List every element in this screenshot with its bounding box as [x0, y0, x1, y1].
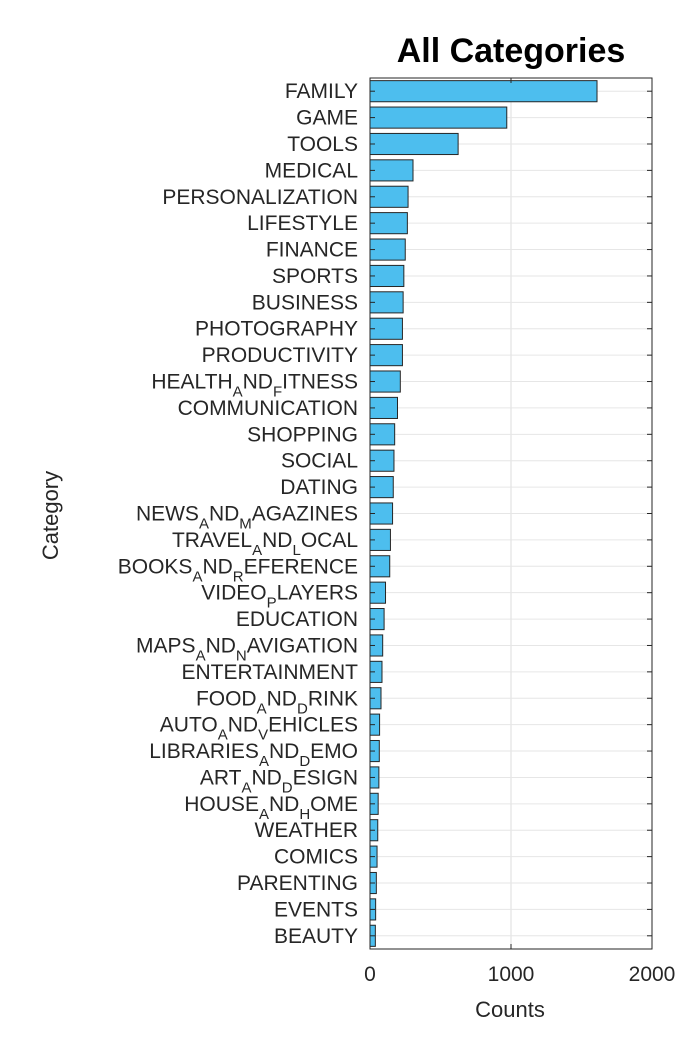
grid-lines — [369, 78, 653, 949]
category-label: BOOKSANDREFERENCE — [118, 555, 358, 585]
category-label: EVENTS — [274, 898, 358, 921]
category-label: BUSINESS — [252, 291, 358, 314]
category-label: VIDEOPLAYERS — [201, 582, 358, 612]
category-label: TRAVELANDLOCAL — [172, 529, 358, 559]
category-label: PHOTOGRAPHY — [195, 318, 358, 341]
bar — [369, 264, 405, 288]
x-tick-label: 0 — [364, 963, 376, 986]
category-label: PRODUCTIVITY — [202, 344, 358, 367]
x-tick-labels: 0 1000 2000 — [364, 963, 675, 986]
category-label: GAME — [296, 107, 358, 130]
category-label: PERSONALIZATION — [162, 186, 358, 209]
category-label: BEAUTY — [274, 925, 358, 948]
category-label: TOOLS — [287, 133, 358, 156]
category-label: LIFESTYLE — [247, 212, 358, 235]
x-tick-label: 1000 — [488, 963, 535, 986]
category-label: WEATHER — [255, 819, 358, 842]
category-labels: FAMILY GAME TOOLS MEDICAL PERSONALIZATION LIF… — [118, 80, 358, 948]
category-label: SPORTS — [272, 265, 358, 288]
bar — [369, 159, 414, 182]
y-axis-title: Category — [38, 471, 63, 560]
axis-ticks — [369, 78, 653, 949]
category-label: HOUSEANDHOME — [184, 793, 358, 823]
bar — [369, 238, 406, 261]
bar — [369, 212, 408, 235]
category-label: MEDICAL — [265, 159, 358, 182]
x-axis-title: Counts — [475, 997, 545, 1022]
category-label: COMICS — [274, 846, 358, 869]
bar — [369, 80, 598, 103]
category-label: NEWSANDMAGAZINES — [136, 503, 358, 533]
category-label: AUTOANDVEHICLES — [160, 714, 358, 744]
category-label: MAPSANDNAVIGATION — [136, 634, 358, 664]
category-label: ENTERTAINMENT — [181, 661, 358, 684]
x-tick-label: 2000 — [629, 963, 676, 986]
category-label: SHOPPING — [247, 423, 358, 446]
category-label: FOODANDDRINK — [196, 687, 358, 717]
category-label: ARTANDDESIGN — [200, 766, 358, 796]
category-label: COMMUNICATION — [178, 397, 358, 420]
bar — [369, 132, 459, 156]
category-label: DATING — [280, 476, 358, 499]
category-label: LIBRARIESANDDEMO — [149, 740, 358, 770]
category-label: SOCIAL — [281, 450, 358, 473]
bar — [369, 106, 508, 129]
category-label: HEALTHANDFITNESS — [151, 371, 358, 401]
category-label: PARENTING — [237, 872, 358, 895]
chart-title: All Categories — [397, 32, 626, 70]
bar — [369, 185, 409, 208]
category-label: FAMILY — [285, 80, 358, 103]
category-label: EDUCATION — [236, 608, 358, 631]
category-label: FINANCE — [266, 239, 358, 262]
